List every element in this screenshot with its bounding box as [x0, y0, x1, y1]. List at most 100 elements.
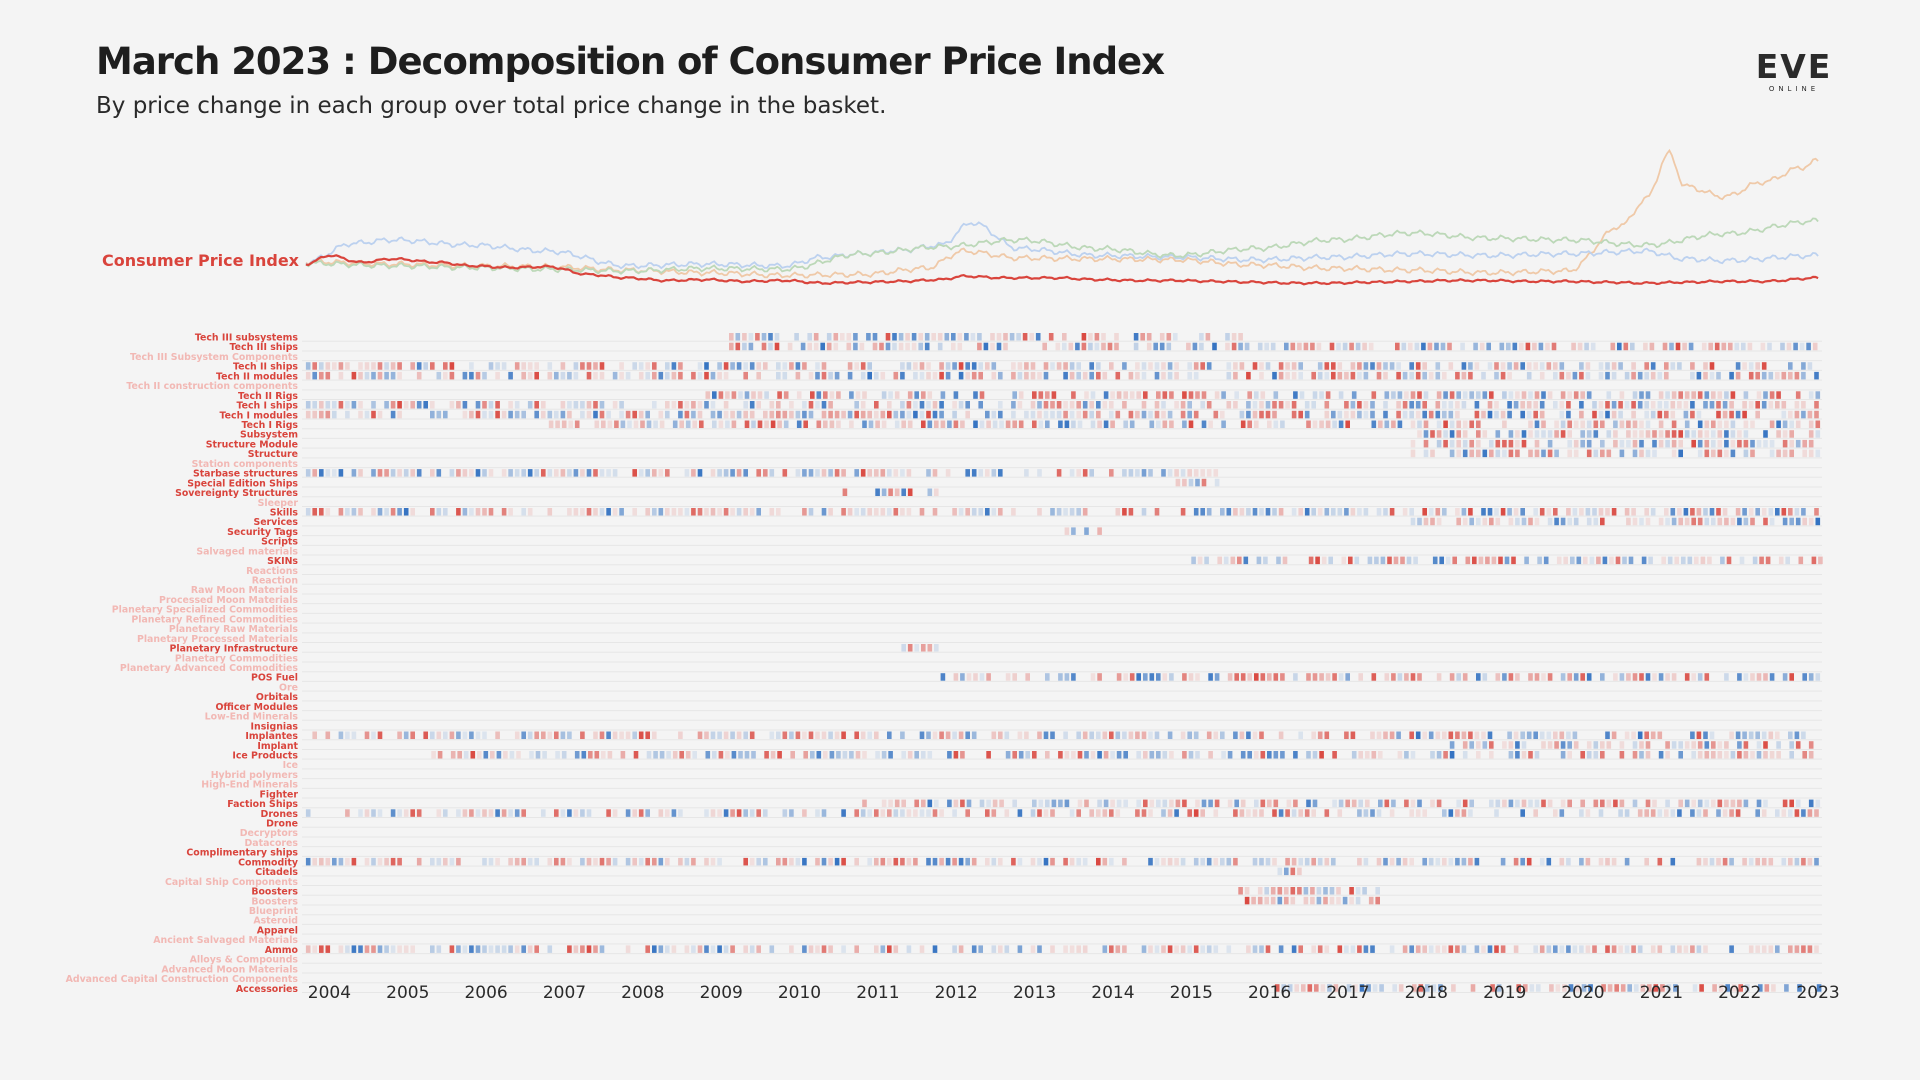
heatmap-cell	[1161, 362, 1166, 370]
heatmap-cell	[1076, 401, 1081, 409]
heatmap-cell	[521, 945, 526, 953]
heatmap-cell	[1149, 799, 1155, 808]
heatmap-cell	[638, 857, 644, 866]
heatmap-cell	[821, 508, 827, 516]
heatmap-cell	[1370, 945, 1375, 953]
heatmap-cell	[1273, 799, 1279, 808]
heatmap-cell	[841, 857, 846, 866]
heatmap-cell	[691, 508, 696, 516]
heatmap-cell	[1096, 401, 1101, 409]
heatmap-cell	[1469, 799, 1474, 808]
heatmap-cell	[1711, 430, 1716, 438]
row-label: Ice Products	[232, 751, 298, 762]
heatmap-cell	[1449, 439, 1455, 448]
heatmap-cell	[927, 751, 933, 759]
heatmap-cell	[1534, 420, 1540, 429]
heatmap-cell	[1220, 508, 1225, 516]
heatmap-cell	[1422, 945, 1427, 953]
heatmap-cell	[1307, 984, 1313, 992]
heatmap-cell	[462, 371, 468, 380]
heatmap-cell	[1141, 362, 1147, 370]
heatmap-cell	[1116, 799, 1122, 808]
heatmap-cell	[1645, 741, 1651, 749]
x-tick-label: 2007	[543, 983, 586, 1003]
heatmap-cell	[1363, 857, 1369, 866]
heatmap-cell	[1632, 751, 1638, 759]
heatmap-cell	[1226, 362, 1232, 370]
heatmap-cell	[1442, 371, 1447, 380]
heatmap-cell	[1432, 556, 1438, 565]
heatmap-cell	[1593, 751, 1599, 759]
heatmap-cell	[1657, 857, 1663, 866]
heatmap-cell	[456, 945, 461, 953]
heatmap-cell	[1272, 371, 1277, 380]
heatmap-cell	[1240, 751, 1246, 759]
heatmap-cell	[338, 508, 344, 516]
heatmap-cell	[900, 371, 905, 380]
heatmap-cell	[960, 420, 965, 429]
heatmap-cell	[338, 731, 344, 740]
heatmap-cell	[1700, 556, 1706, 565]
heatmap-cell	[1462, 449, 1468, 458]
heatmap-cell	[1397, 751, 1403, 759]
page-subtitle: By price change in each group over total…	[96, 93, 887, 119]
heatmap-cell	[1337, 410, 1343, 419]
heatmap-cell	[1064, 673, 1070, 681]
heatmap-cell	[1096, 809, 1101, 817]
heatmap-cell	[1428, 508, 1434, 516]
heatmap-cell	[612, 731, 618, 740]
heatmap-cell	[1089, 469, 1094, 477]
heatmap-cell	[860, 809, 866, 817]
heatmap-cell	[710, 809, 716, 817]
heatmap-cell	[1789, 673, 1794, 681]
heatmap-cell	[1096, 731, 1101, 740]
heatmap-cell	[846, 333, 852, 341]
heatmap-cell	[325, 410, 331, 419]
heatmap-cell	[1069, 469, 1075, 477]
heatmap-cell	[377, 508, 383, 516]
heatmap-cell	[1502, 673, 1507, 681]
x-tick-label: 2017	[1326, 983, 1369, 1003]
heatmap-cell	[1486, 342, 1491, 351]
heatmap-cell	[894, 488, 900, 497]
heatmap-cell	[514, 410, 520, 419]
heatmap-cell	[1586, 430, 1592, 438]
heatmap-cell	[1442, 410, 1447, 419]
heatmap-cell	[1226, 401, 1232, 409]
heatmap-cell	[1264, 342, 1269, 351]
heatmap-cell	[1678, 449, 1683, 458]
heatmap-cell	[1631, 731, 1636, 740]
heatmap-cell	[1319, 673, 1324, 681]
heatmap-cell	[1187, 371, 1192, 380]
heatmap-cell	[678, 401, 683, 409]
heatmap-cell	[867, 857, 872, 866]
heatmap-cell	[1585, 809, 1591, 817]
heatmap-cell	[1778, 556, 1784, 565]
heatmap-cell	[828, 371, 833, 380]
heatmap-cell	[1045, 673, 1050, 681]
heatmap-cell	[1448, 410, 1454, 419]
heatmap-cell	[1254, 391, 1259, 399]
heatmap-cell	[881, 751, 887, 759]
heatmap-cell	[1690, 401, 1695, 409]
heatmap-cell	[423, 362, 428, 370]
heatmap-cell	[1761, 731, 1767, 740]
heatmap-cell	[1775, 371, 1780, 380]
heatmap-cell	[1029, 333, 1034, 341]
heatmap-cell	[1270, 342, 1276, 351]
heatmap-cell	[1644, 401, 1649, 409]
heatmap-cell	[1331, 508, 1336, 516]
heatmap-cell	[1376, 731, 1382, 740]
heatmap-cell	[1671, 741, 1677, 749]
heatmap-cell	[371, 809, 376, 817]
heatmap-cell	[875, 420, 880, 429]
row-label: Tech I ships	[236, 401, 298, 412]
heatmap-cell	[738, 751, 743, 759]
heatmap-cell	[1306, 751, 1311, 759]
heatmap-cell	[338, 371, 344, 380]
heatmap-cell	[1515, 799, 1520, 808]
heatmap-cell	[1200, 401, 1205, 409]
heatmap-cell	[1665, 439, 1670, 448]
heatmap-cell	[1323, 887, 1328, 895]
heatmap-cell	[860, 508, 866, 516]
